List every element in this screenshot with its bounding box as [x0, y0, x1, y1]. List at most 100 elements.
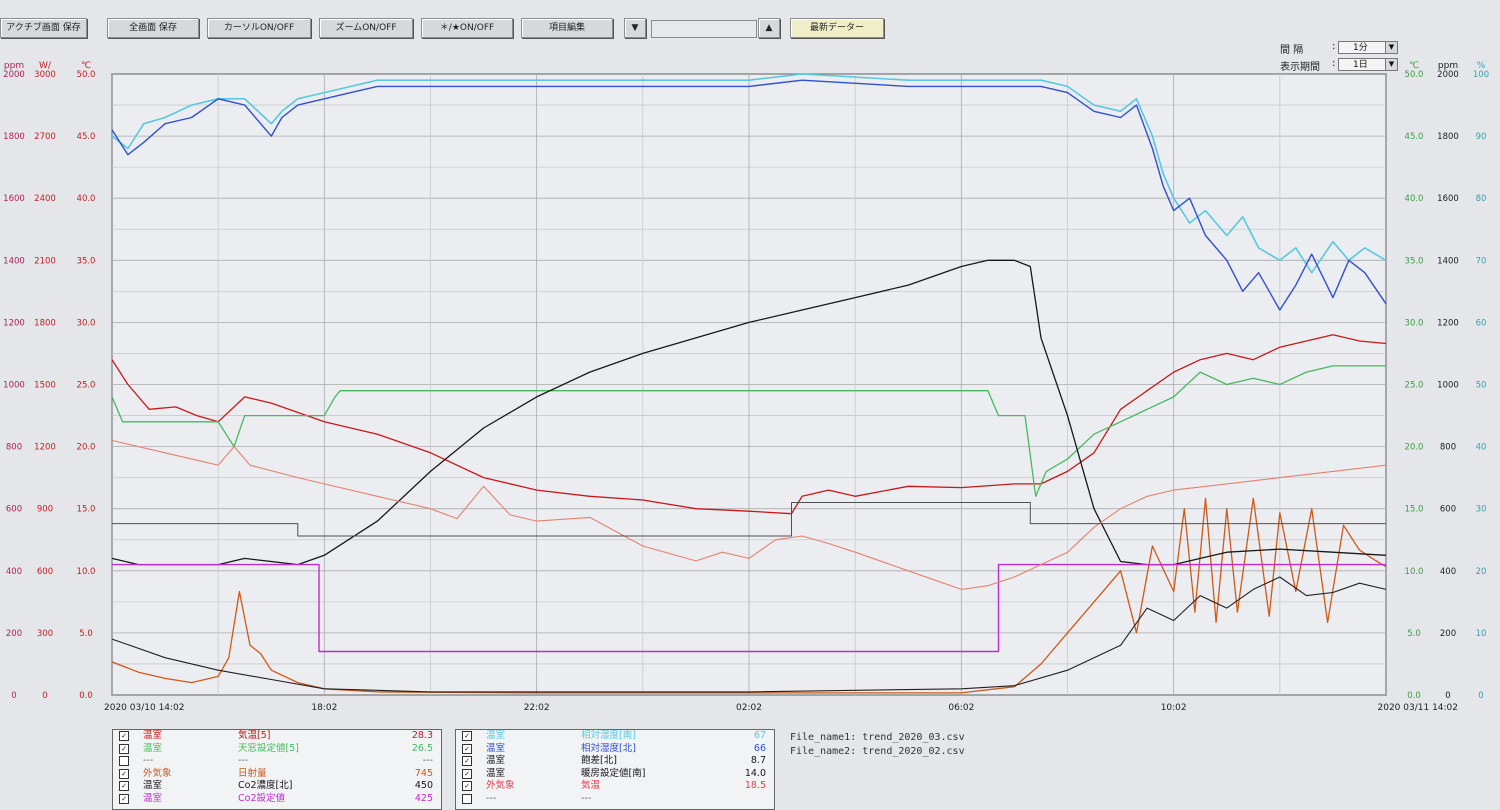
legend-checkbox[interactable]: ✓ [462, 743, 472, 754]
right-tick-label: 0 [1478, 691, 1483, 701]
chevron-down-icon[interactable]: ▼ [1385, 42, 1397, 53]
legend-location: 温室 [486, 755, 506, 767]
legend-row[interactable]: ✓ 外気象 日射量 745 [113, 768, 441, 781]
legend-row[interactable]: ✓ 温室 相対湿度[南] 67 [456, 730, 774, 743]
left-tick-label: 1000 [3, 381, 25, 391]
legend-row[interactable]: ✓ 温室 相対湿度[北] 66 [456, 743, 774, 756]
x-tick-label: 22:02 [524, 703, 550, 713]
legend-row[interactable]: ✓ 温室 飽差[北] 8.7 [456, 755, 774, 768]
down-arrow-button[interactable]: ▼ [624, 18, 646, 38]
series-line [111, 79, 1387, 311]
left-tick-label: 200 [6, 629, 22, 639]
legend-checkbox[interactable]: ✓ [462, 781, 472, 792]
legend-checkbox[interactable]: ✓ [119, 781, 129, 792]
cursor-toggle-button[interactable]: カーソルON/OFF [207, 18, 311, 38]
right-tick-label: 90 [1476, 132, 1487, 142]
legend-left: ✓ 温室 気温[5] 28.3 ✓ 温室 天窓設定値[5] 26.5 --- --- --- ✓ 外気象… [112, 729, 442, 810]
interval-select[interactable]: 1分 ▼ [1338, 41, 1398, 54]
trend-chart[interactable]: ppm2000180016001400120010008006004002000… [0, 55, 1500, 720]
left-tick-label: 5.0 [79, 629, 93, 639]
toolbar: アクチブ画面 保存 全画面 保存 カーソルON/OFF ズームON/OFF ＊/… [0, 18, 900, 42]
file-name-1: File_name1: trend_2020_03.csv [790, 732, 965, 743]
legend-value: 67 [753, 730, 766, 741]
x-tick-label: 06:02 [948, 703, 974, 713]
legend-item: 気温 [581, 780, 601, 792]
legend-location: 外気象 [143, 767, 172, 779]
file-names: File_name1: trend_2020_03.csv File_name2… [790, 731, 965, 759]
legend-value: 8.7 [750, 755, 766, 767]
right-tick-label: 1800 [1437, 132, 1459, 142]
full-save-button[interactable]: 全画面 保存 [107, 18, 199, 38]
legend-item: 相対湿度[南] [581, 730, 636, 741]
legend-checkbox[interactable]: ✓ [462, 756, 472, 767]
right-tick-label: 800 [1440, 443, 1456, 453]
right-tick-label: 20 [1476, 567, 1487, 577]
left-tick-label: 15.0 [77, 505, 96, 515]
latest-data-button[interactable]: 最新データー [790, 18, 884, 38]
left-tick-label: 40.0 [77, 194, 96, 204]
legend-checkbox[interactable]: ✓ [462, 768, 472, 779]
left-tick-label: 30.0 [77, 318, 96, 328]
legend-row[interactable]: ✓ 温室 気温[5] 28.3 [113, 730, 441, 743]
legend-location: 温室 [143, 742, 163, 754]
legend-value: 450 [414, 780, 433, 792]
legend-row[interactable]: ✓ 温室 暖房設定値[南] 14.0 [456, 768, 774, 781]
legend-checkbox[interactable]: ✓ [462, 731, 472, 741]
series-line [111, 576, 1387, 693]
series-line [111, 334, 1387, 515]
legend-right: ✓ 温室 相対湿度[南] 67 ✓ 温室 相対湿度[北] 66 ✓ 温室 飽差[北] 8.7 ✓ 温室 暖房… [455, 729, 775, 810]
legend-row[interactable]: ✓ 温室 Co2設定値 425 [113, 793, 441, 806]
interval-label: 間 隔 [1280, 45, 1304, 56]
left-axis-unit: ℃ [81, 61, 91, 71]
zoom-toggle-button[interactable]: ズームON/OFF [319, 18, 413, 38]
legend-item: 日射量 [238, 767, 267, 779]
legend-row[interactable]: --- --- --- [113, 755, 441, 768]
right-tick-label: 70 [1476, 256, 1487, 266]
right-tick-label: 100 [1473, 70, 1489, 80]
left-tick-label: 0.0 [79, 691, 93, 701]
right-axis-unit: ppm [1438, 61, 1458, 71]
legend-value: 745 [414, 767, 433, 779]
left-tick-label: 50.0 [77, 70, 96, 80]
left-tick-label: 300 [37, 629, 53, 639]
right-tick-label: 1000 [1437, 381, 1459, 391]
legend-checkbox[interactable] [462, 793, 472, 804]
right-tick-label: 35.0 [1405, 256, 1424, 266]
right-tick-label: 600 [1440, 505, 1456, 515]
period-select[interactable]: 1日 ▼ [1338, 58, 1398, 71]
right-tick-label: 30.0 [1405, 318, 1424, 328]
legend-item: 暖房設定値[南] [581, 767, 646, 779]
chevron-down-icon[interactable]: ▼ [1385, 59, 1397, 70]
legend-location: 温室 [143, 730, 163, 741]
right-tick-label: 1600 [1437, 194, 1459, 204]
legend-item: --- [581, 792, 592, 804]
left-tick-label: 400 [6, 567, 22, 577]
legend-checkbox[interactable]: ✓ [119, 731, 129, 741]
star-toggle-button[interactable]: ＊/★ON/OFF [421, 18, 513, 38]
left-tick-label: 1600 [3, 194, 25, 204]
legend-row[interactable]: ✓ 外気象 気温 18.5 [456, 780, 774, 793]
legend-item: 相対湿度[北] [581, 742, 636, 754]
legend-value: 66 [753, 742, 766, 754]
legend-checkbox[interactable]: ✓ [119, 743, 129, 754]
item-combo-box[interactable] [651, 20, 757, 38]
legend-item: Co2濃度[北] [238, 780, 293, 792]
right-tick-label: 0.0 [1407, 691, 1421, 701]
capture-save-button[interactable]: アクチブ画面 保存 [0, 18, 87, 38]
series-line [112, 563, 1386, 653]
right-tick-label: 45.0 [1405, 132, 1424, 142]
legend-row[interactable]: ✓ 温室 天窓設定値[5] 26.5 [113, 743, 441, 756]
legend-row[interactable]: --- --- [456, 793, 774, 806]
legend-location: 温室 [143, 792, 163, 804]
left-tick-label: 600 [6, 505, 22, 515]
left-tick-label: 1800 [3, 132, 25, 142]
legend-row[interactable]: ✓ 温室 Co2濃度[北] 450 [113, 780, 441, 793]
interval-colon: : [1332, 41, 1336, 52]
left-tick-label: 2700 [34, 132, 56, 142]
left-tick-label: 600 [37, 567, 53, 577]
edit-items-button[interactable]: 項目編集 [521, 18, 613, 38]
legend-checkbox[interactable]: ✓ [119, 768, 129, 779]
up-arrow-button[interactable]: ▲ [758, 18, 780, 38]
legend-checkbox[interactable]: ✓ [119, 793, 129, 804]
legend-checkbox[interactable] [119, 756, 129, 767]
